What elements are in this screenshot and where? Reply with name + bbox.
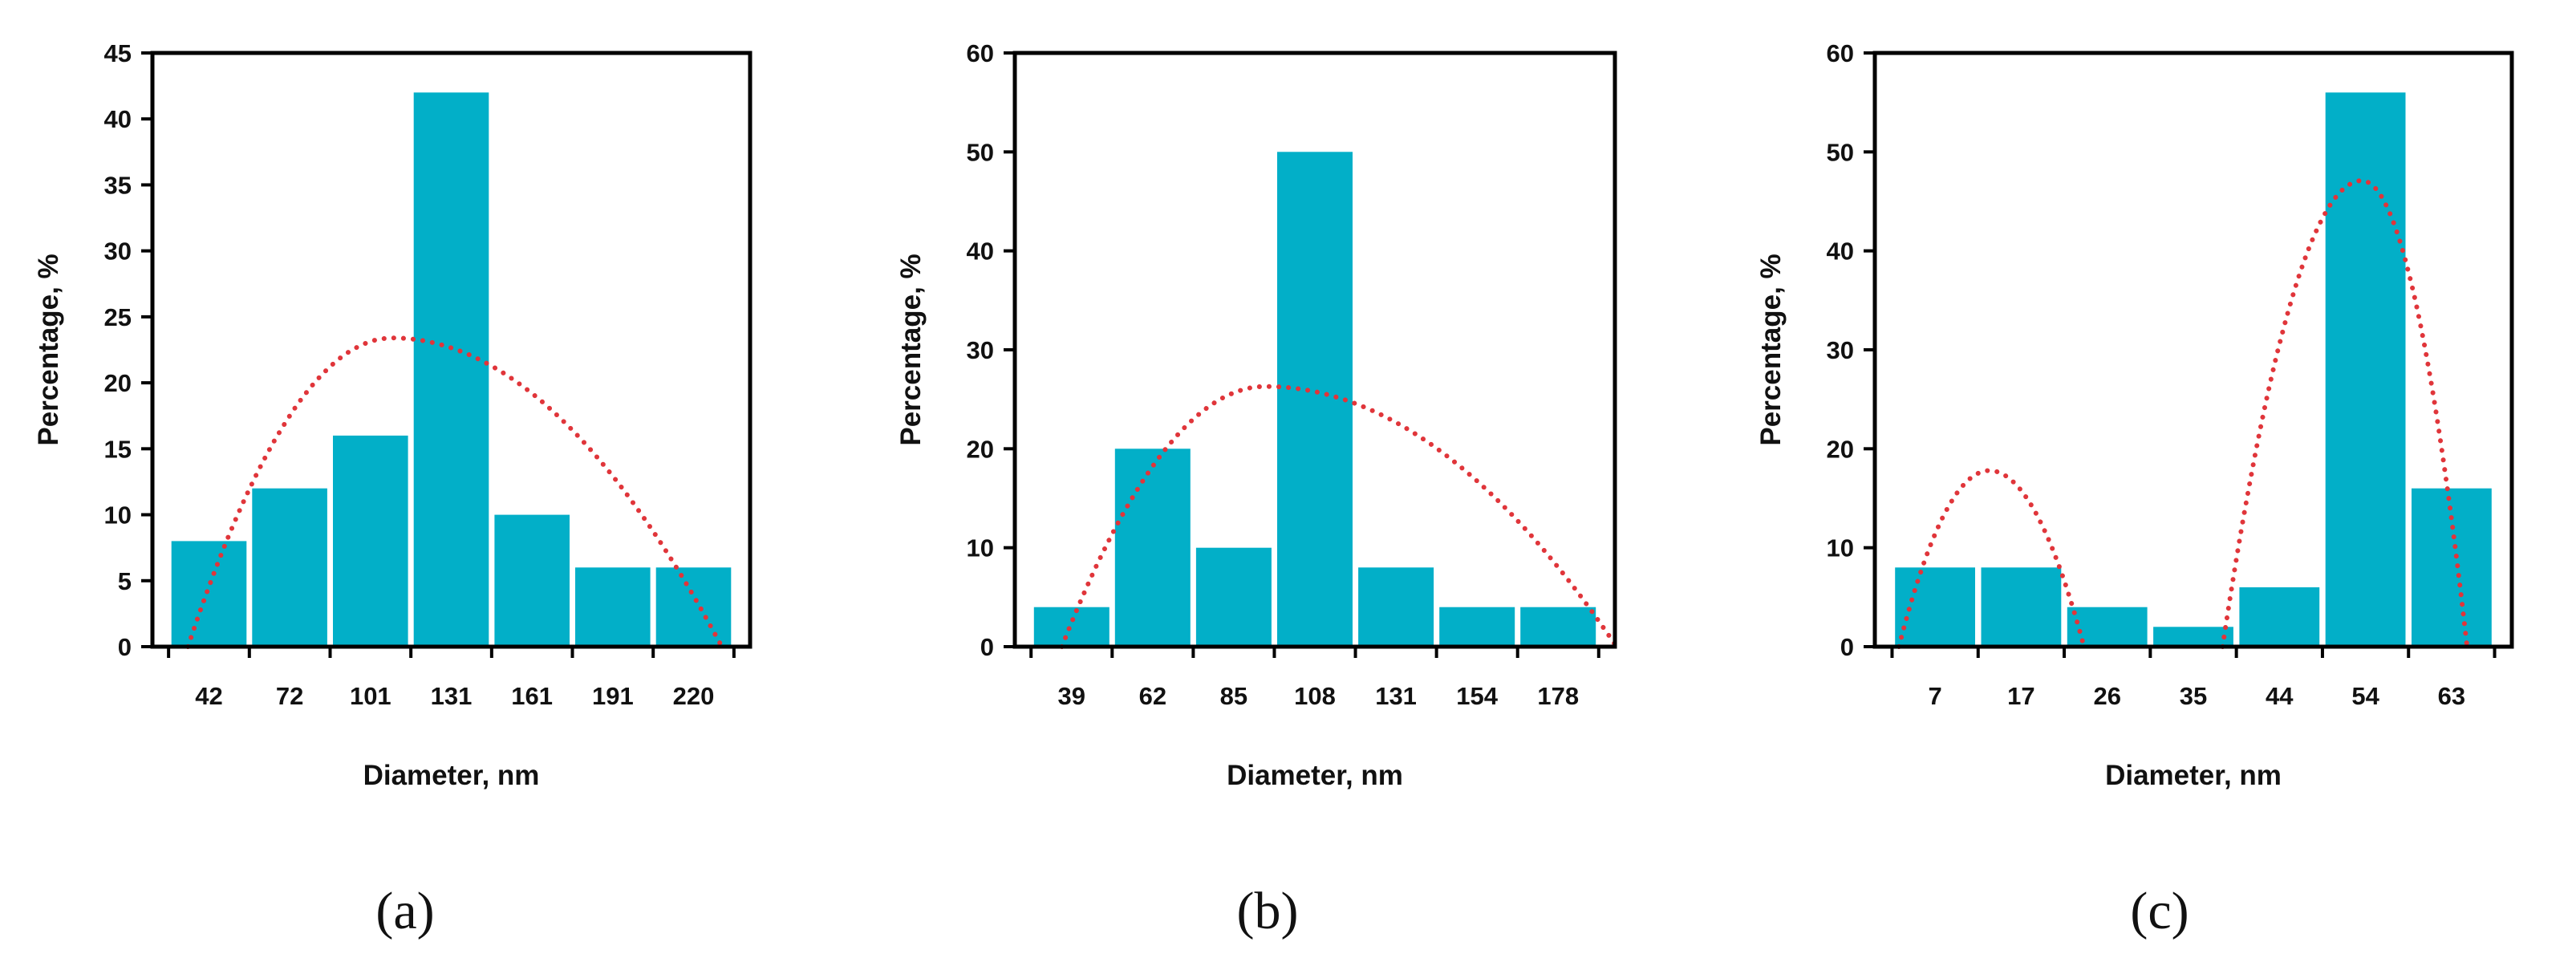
y-tick-label: 40 (967, 237, 994, 266)
x-tick-label: 131 (1375, 682, 1417, 710)
x-tick-label: 44 (2266, 682, 2294, 710)
x-tick-label: 85 (1220, 682, 1247, 710)
x-tick-label: 101 (350, 682, 391, 710)
y-tick-label: 40 (104, 105, 132, 133)
x-tick-label: 26 (2093, 682, 2120, 710)
y-tick-label: 10 (1827, 534, 1854, 562)
bar-39 (1033, 607, 1110, 647)
y-tick-label: 15 (104, 435, 132, 463)
bar-161 (494, 514, 570, 647)
bar-42 (171, 541, 247, 647)
y-axis-title: Percentage, % (895, 254, 927, 445)
bar-62 (1114, 448, 1191, 647)
x-tick-label: 108 (1294, 682, 1336, 710)
y-tick-label: 0 (1840, 633, 1854, 661)
bar-220 (655, 567, 732, 647)
x-tick-label: 178 (1537, 682, 1579, 710)
plot-frame (150, 51, 753, 649)
x-axis-title: Diameter, nm (363, 760, 540, 791)
x-tick-label: 154 (1456, 682, 1498, 710)
panel-label: (b) (1237, 882, 1299, 940)
bar-35 (2153, 627, 2233, 647)
bar-54 (2325, 92, 2406, 647)
y-tick-label: 35 (104, 171, 132, 199)
x-tick-label: 131 (431, 682, 473, 710)
y-tick-label: 45 (104, 39, 132, 67)
x-tick-label: 72 (276, 682, 303, 710)
fit-curve-normal-fit (185, 335, 724, 649)
x-tick-label: 63 (2438, 682, 2465, 710)
bar-131 (1358, 567, 1434, 647)
y-axis-title: Percentage, % (33, 254, 64, 445)
y-tick-label: 20 (104, 369, 132, 397)
fit-curve-normal-fit (1059, 384, 1619, 649)
x-tick-label: 35 (2180, 682, 2207, 710)
bar-44 (2239, 587, 2320, 647)
x-tick-label: 54 (2351, 682, 2379, 710)
chart-panel-1: 0 5 10 15 20 25 30 35 40 45 42 72 101 131 161 191 220 Dia… (33, 39, 753, 940)
x-tick-label: 191 (592, 682, 634, 710)
panel-label: (c) (2130, 882, 2189, 940)
y-axis-title: Percentage, % (1755, 254, 1787, 445)
y-tick-label: 10 (104, 501, 132, 530)
bar-7 (1895, 567, 1975, 647)
bar-85 (1195, 547, 1272, 647)
x-tick-label: 17 (2007, 682, 2034, 710)
bar-72 (252, 488, 327, 647)
x-axis-title: Diameter, nm (2105, 760, 2282, 791)
y-tick-label: 5 (118, 567, 132, 595)
x-tick-label: 62 (1139, 682, 1166, 710)
x-tick-label: 7 (1928, 682, 1941, 710)
fit-curve-normal-fit-small (1897, 468, 2087, 649)
y-tick-label: 10 (967, 534, 994, 562)
y-tick-label: 40 (1827, 237, 1854, 266)
x-axis-title: Diameter, nm (1227, 760, 1403, 791)
y-tick-label: 20 (1827, 435, 1854, 463)
y-tick-label: 50 (967, 138, 994, 166)
bar-108 (1277, 152, 1353, 647)
y-tick-label: 50 (1827, 138, 1854, 166)
y-tick-label: 60 (967, 39, 994, 67)
x-tick-label: 42 (195, 682, 222, 710)
panel-label: (a) (375, 882, 434, 940)
bar-63 (2412, 488, 2492, 647)
y-tick-label: 30 (1827, 336, 1854, 364)
bar-154 (1439, 607, 1515, 647)
x-tick-label: 161 (511, 682, 553, 710)
bar-101 (333, 435, 408, 647)
y-tick-label: 30 (104, 237, 132, 266)
chart-panel-3: 0 10 20 30 40 50 60 7 17 26 35 44 54 63 Diameter, nm Pe… (1755, 39, 2514, 940)
bar-26 (2067, 607, 2148, 647)
y-tick-label: 0 (118, 633, 132, 661)
y-tick-label: 60 (1827, 39, 1854, 67)
bar-191 (575, 567, 651, 647)
y-tick-label: 20 (967, 435, 994, 463)
chart-panel-2: 0 10 20 30 40 50 60 39 62 85 108 131 154 178 Diameter,… (895, 39, 1619, 940)
x-tick-label: 39 (1058, 682, 1085, 710)
bar-178 (1520, 607, 1596, 647)
y-tick-label: 0 (980, 633, 994, 661)
y-tick-label: 30 (967, 336, 994, 364)
y-tick-label: 25 (104, 303, 132, 331)
bar-17 (1981, 567, 2062, 647)
bar-131 (413, 92, 489, 647)
fit-curve-normal-fit-large (2220, 178, 2470, 649)
x-tick-label: 220 (673, 682, 715, 710)
